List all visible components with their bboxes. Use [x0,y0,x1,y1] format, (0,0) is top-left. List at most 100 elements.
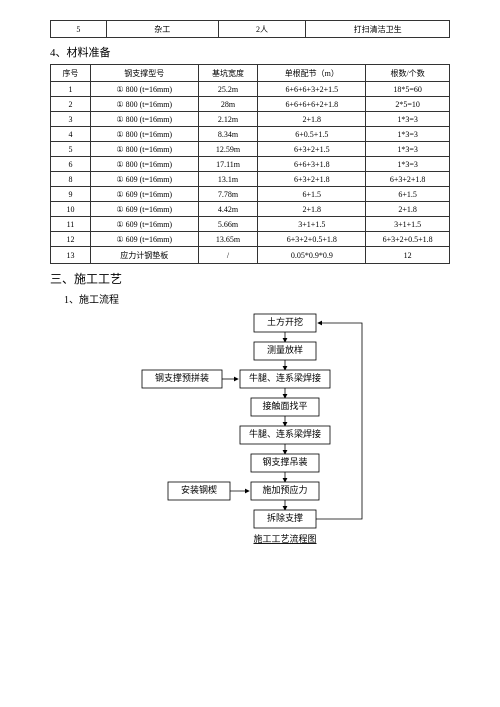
col-header: 基坑宽度 [198,65,258,82]
cell: 3 [51,112,91,127]
cell: 18*5=60 [366,82,450,97]
cell: 6+3+2+1.5 [258,142,366,157]
table-row: 13应力计钢垫板/0.05*0.9*0.912 [51,247,450,264]
flow-node: 接触面找平 [262,400,307,411]
cell: 12 [366,247,450,264]
heading-process-flow: 1、施工流程 [64,291,450,306]
table-row: 1① 800 (t=16mm)25.2m6+6+6+3+2+1.518*5=60 [51,82,450,97]
cell: 11 [51,217,91,232]
col-header: 序号 [51,65,91,82]
cell: 应力计钢垫板 [90,247,198,264]
flow-node: 牛腿、连系梁焊接 [249,372,321,383]
cell: 6+1.5 [258,187,366,202]
cell: 6+3+2+1.8 [258,172,366,187]
cell: 17.11m [198,157,258,172]
table-row: 10① 609 (t=16mm)4.42m2+1.82+1.8 [51,202,450,217]
cell: 6+3+2+0.5+1.8 [258,232,366,247]
cell: 2+1.8 [366,202,450,217]
cell: 5.66m [198,217,258,232]
material-table: 序号 钢支撑型号 基坑宽度 单根配节（m） 根数/个数 1① 800 (t=16… [50,64,450,264]
cell: 3+1+1.5 [366,217,450,232]
cell: ① 800 (t=16mm) [90,82,198,97]
flowchart-container: 土方开挖 测量放样 牛腿、连系梁焊接 钢支撑预拼装 接触面找平 牛腿、连系梁焊接… [50,312,450,582]
col-header: 单根配节（m） [258,65,366,82]
col-header: 钢支撑型号 [90,65,198,82]
cell: ① 609 (t=16mm) [90,217,198,232]
cell: 7.78m [198,187,258,202]
flow-node: 施加预应力 [262,484,307,495]
cell: 25.2m [198,82,258,97]
cell: 6+0.5+1.5 [258,127,366,142]
flow-node: 拆除支撑 [267,512,303,523]
flow-node: 土方开挖 [267,316,303,327]
labor-table: 5 杂工 2人 打扫清洁卫生 [50,20,450,38]
cell: 9 [51,187,91,202]
cell: 2*5=10 [366,97,450,112]
cell: 5 [51,21,107,38]
cell: 6+6+6+3+2+1.5 [258,82,366,97]
table-header-row: 序号 钢支撑型号 基坑宽度 单根配节（m） 根数/个数 [51,65,450,82]
cell: 1*3=3 [366,157,450,172]
cell: 6 [51,157,91,172]
cell: 杂工 [106,21,218,38]
col-header: 根数/个数 [366,65,450,82]
cell: 2+1.8 [258,202,366,217]
flow-node: 安装钢楔 [181,484,217,495]
cell: 1 [51,82,91,97]
flowchart-caption: 施工工艺流程图 [253,533,316,544]
cell: 6+6+6+6+2+1.8 [258,97,366,112]
cell: ① 800 (t=16mm) [90,142,198,157]
cell: 打扫清洁卫生 [306,21,450,38]
cell: ① 609 (t=16mm) [90,172,198,187]
table-row: 12① 609 (t=16mm)13.65m6+3+2+0.5+1.86+3+2… [51,232,450,247]
cell: ① 609 (t=16mm) [90,232,198,247]
cell: ① 800 (t=16mm) [90,97,198,112]
heading-construction-tech: 三、施工工艺 [50,270,450,287]
cell: / [198,247,258,264]
cell: 28m [198,97,258,112]
table-row: 5① 800 (t=16mm)12.59m6+3+2+1.51*3=3 [51,142,450,157]
process-flowchart: 土方开挖 测量放样 牛腿、连系梁焊接 钢支撑预拼装 接触面找平 牛腿、连系梁焊接… [110,312,390,582]
heading-material-prep: 4、材料准备 [50,44,450,60]
cell: 6+6+3+1.8 [258,157,366,172]
cell: ① 800 (t=16mm) [90,112,198,127]
cell: 1*3=3 [366,127,450,142]
cell: 2.12m [198,112,258,127]
cell: 5 [51,142,91,157]
cell: 2人 [218,21,306,38]
table-row: 9① 609 (t=16mm)7.78m6+1.56+1.5 [51,187,450,202]
cell: 13.65m [198,232,258,247]
table-row: 6① 800 (t=16mm)17.11m6+6+3+1.81*3=3 [51,157,450,172]
cell: 1*3=3 [366,112,450,127]
cell: ① 609 (t=16mm) [90,187,198,202]
cell: 4 [51,127,91,142]
cell: 8.34m [198,127,258,142]
table-row: 3① 800 (t=16mm)2.12m2+1.81*3=3 [51,112,450,127]
cell: 6+3+2+0.5+1.8 [366,232,450,247]
flow-node: 钢支撑预拼装 [155,372,209,383]
cell: 8 [51,172,91,187]
cell: 12.59m [198,142,258,157]
cell: 4.42m [198,202,258,217]
flow-node: 牛腿、连系梁焊接 [249,428,321,439]
cell: ① 800 (t=16mm) [90,127,198,142]
cell: 12 [51,232,91,247]
cell: 13 [51,247,91,264]
cell: 1*3=3 [366,142,450,157]
cell: 10 [51,202,91,217]
flow-node: 测量放样 [267,344,303,355]
flow-node: 钢支撑吊装 [262,456,307,467]
cell: ① 800 (t=16mm) [90,157,198,172]
cell: 6+3+2+1.8 [366,172,450,187]
table-row: 2① 800 (t=16mm)28m6+6+6+6+2+1.82*5=10 [51,97,450,112]
table-row: 11① 609 (t=16mm)5.66m3+1+1.53+1+1.5 [51,217,450,232]
cell: 0.05*0.9*0.9 [258,247,366,264]
cell: 2+1.8 [258,112,366,127]
cell: 3+1+1.5 [258,217,366,232]
cell: 2 [51,97,91,112]
table-row: 4① 800 (t=16mm)8.34m6+0.5+1.51*3=3 [51,127,450,142]
cell: 6+1.5 [366,187,450,202]
cell: 13.1m [198,172,258,187]
cell: ① 609 (t=16mm) [90,202,198,217]
table-row: 8① 609 (t=16mm)13.1m6+3+2+1.86+3+2+1.8 [51,172,450,187]
